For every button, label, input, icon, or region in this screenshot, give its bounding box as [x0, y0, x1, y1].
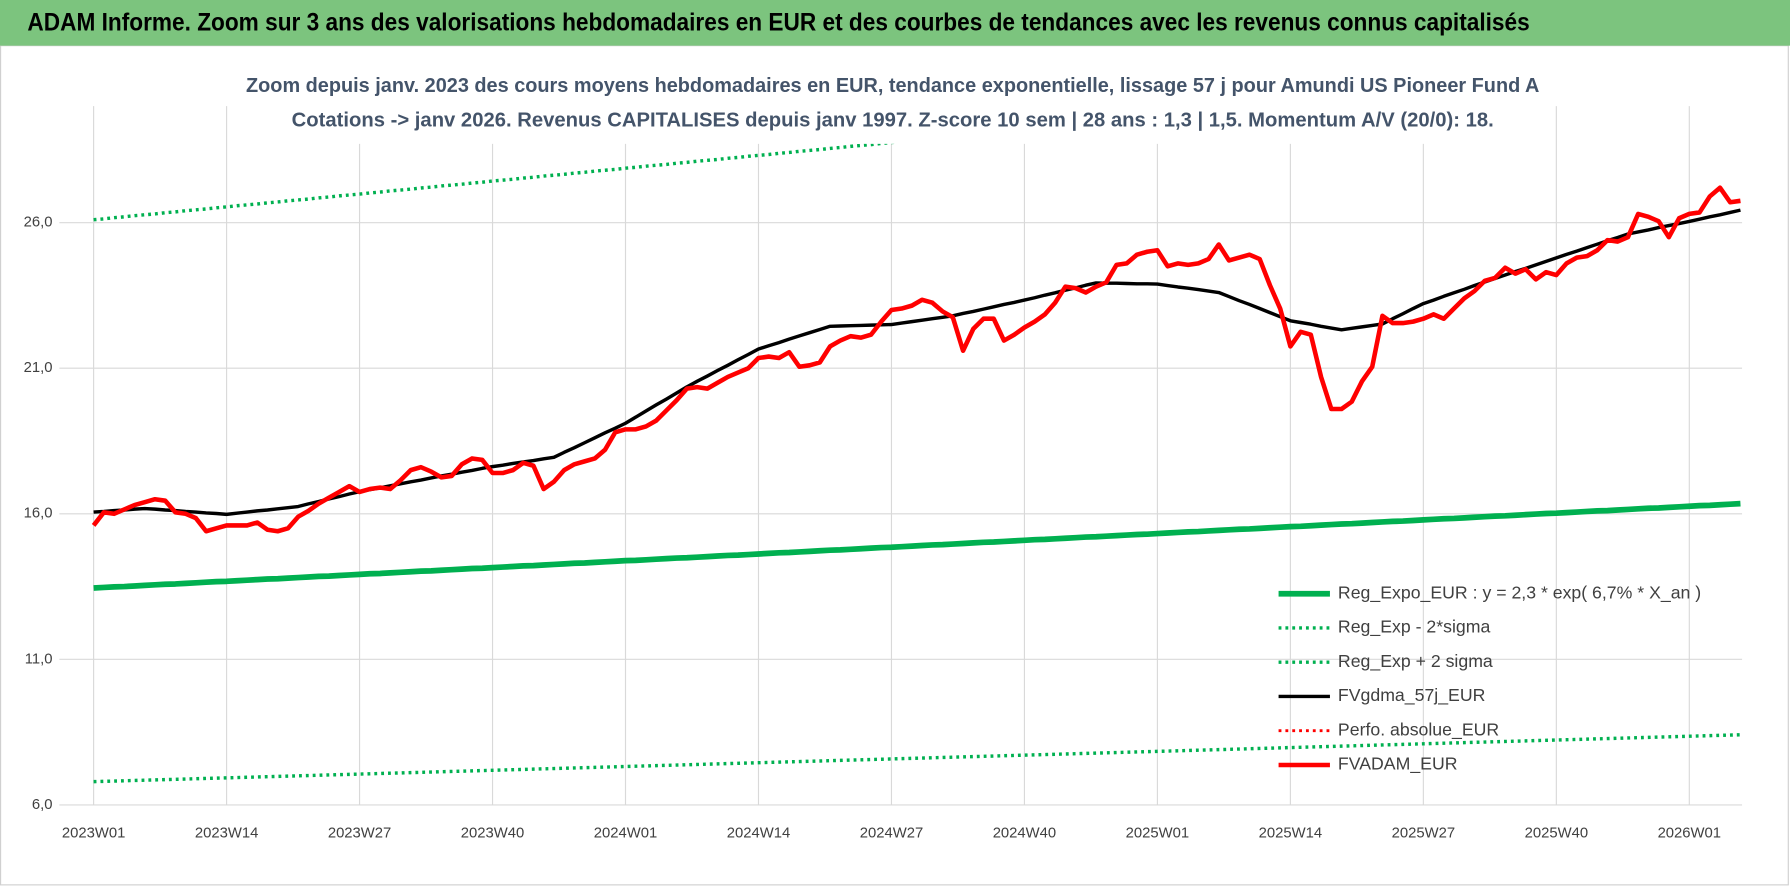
y-tick-label: 26,0 [24, 215, 53, 231]
x-tick-label: 2024W40 [993, 825, 1056, 841]
x-tick-label: 2023W14 [195, 825, 258, 841]
header-banner [0, 0, 1790, 46]
legend-label: Reg_Expo_EUR : y = 2,3 * exp( 6,7% * X_a… [1338, 582, 1701, 603]
legend-label: FVADAM_EUR [1338, 754, 1458, 775]
legend-label: FVgdma_57j_EUR [1338, 685, 1485, 706]
chart-title: ADAM Informe. Zoom sur 3 ans des valoris… [27, 9, 1529, 37]
x-tick-label: 2024W27 [860, 825, 923, 841]
plot-area [91, 106, 1741, 784]
x-tick-label: 2025W01 [1126, 825, 1189, 841]
x-tick-label: 2023W27 [328, 825, 391, 841]
legend-label: Perfo. absolue_EUR [1338, 719, 1499, 740]
series-line [91, 185, 1741, 534]
y-tick-label: 11,0 [25, 651, 53, 667]
legend: Reg_Expo_EUR : y = 2,3 * exp( 6,7% * X_a… [1278, 582, 1701, 775]
series-line [93, 733, 1741, 784]
x-tick-label: 2025W14 [1259, 825, 1322, 841]
subtitle: Cotations -> janv 2026. Revenus CAPITALI… [292, 108, 1494, 131]
x-tick-label: 2025W40 [1525, 825, 1588, 841]
x-tick-label: 2025W27 [1392, 825, 1455, 841]
y-tick-label: 6,0 [32, 797, 53, 813]
y-tick-label: 16,0 [24, 506, 53, 522]
x-tick-label: 2023W40 [461, 825, 524, 841]
series-line [93, 106, 1286, 222]
legend-label: Reg_Exp + 2 sigma [1338, 651, 1493, 672]
x-tick-label: 2024W01 [594, 825, 657, 841]
x-tick-label: 2026W01 [1658, 825, 1721, 841]
subtitle: Zoom depuis janv. 2023 des cours moyens … [246, 74, 1540, 97]
grid: 6,0 11,0 16,0 21,0 26,0 2023W01 2023W14 2023W27… [24, 106, 1743, 841]
legend-label: Reg_Exp - 2*sigma [1338, 617, 1491, 638]
series-line [93, 500, 1741, 591]
subtitle-background [234, 66, 1545, 144]
x-tick-label: 2023W01 [62, 825, 125, 841]
y-tick-label: 21,0 [24, 360, 53, 376]
x-tick-label: 2024W14 [727, 825, 790, 841]
